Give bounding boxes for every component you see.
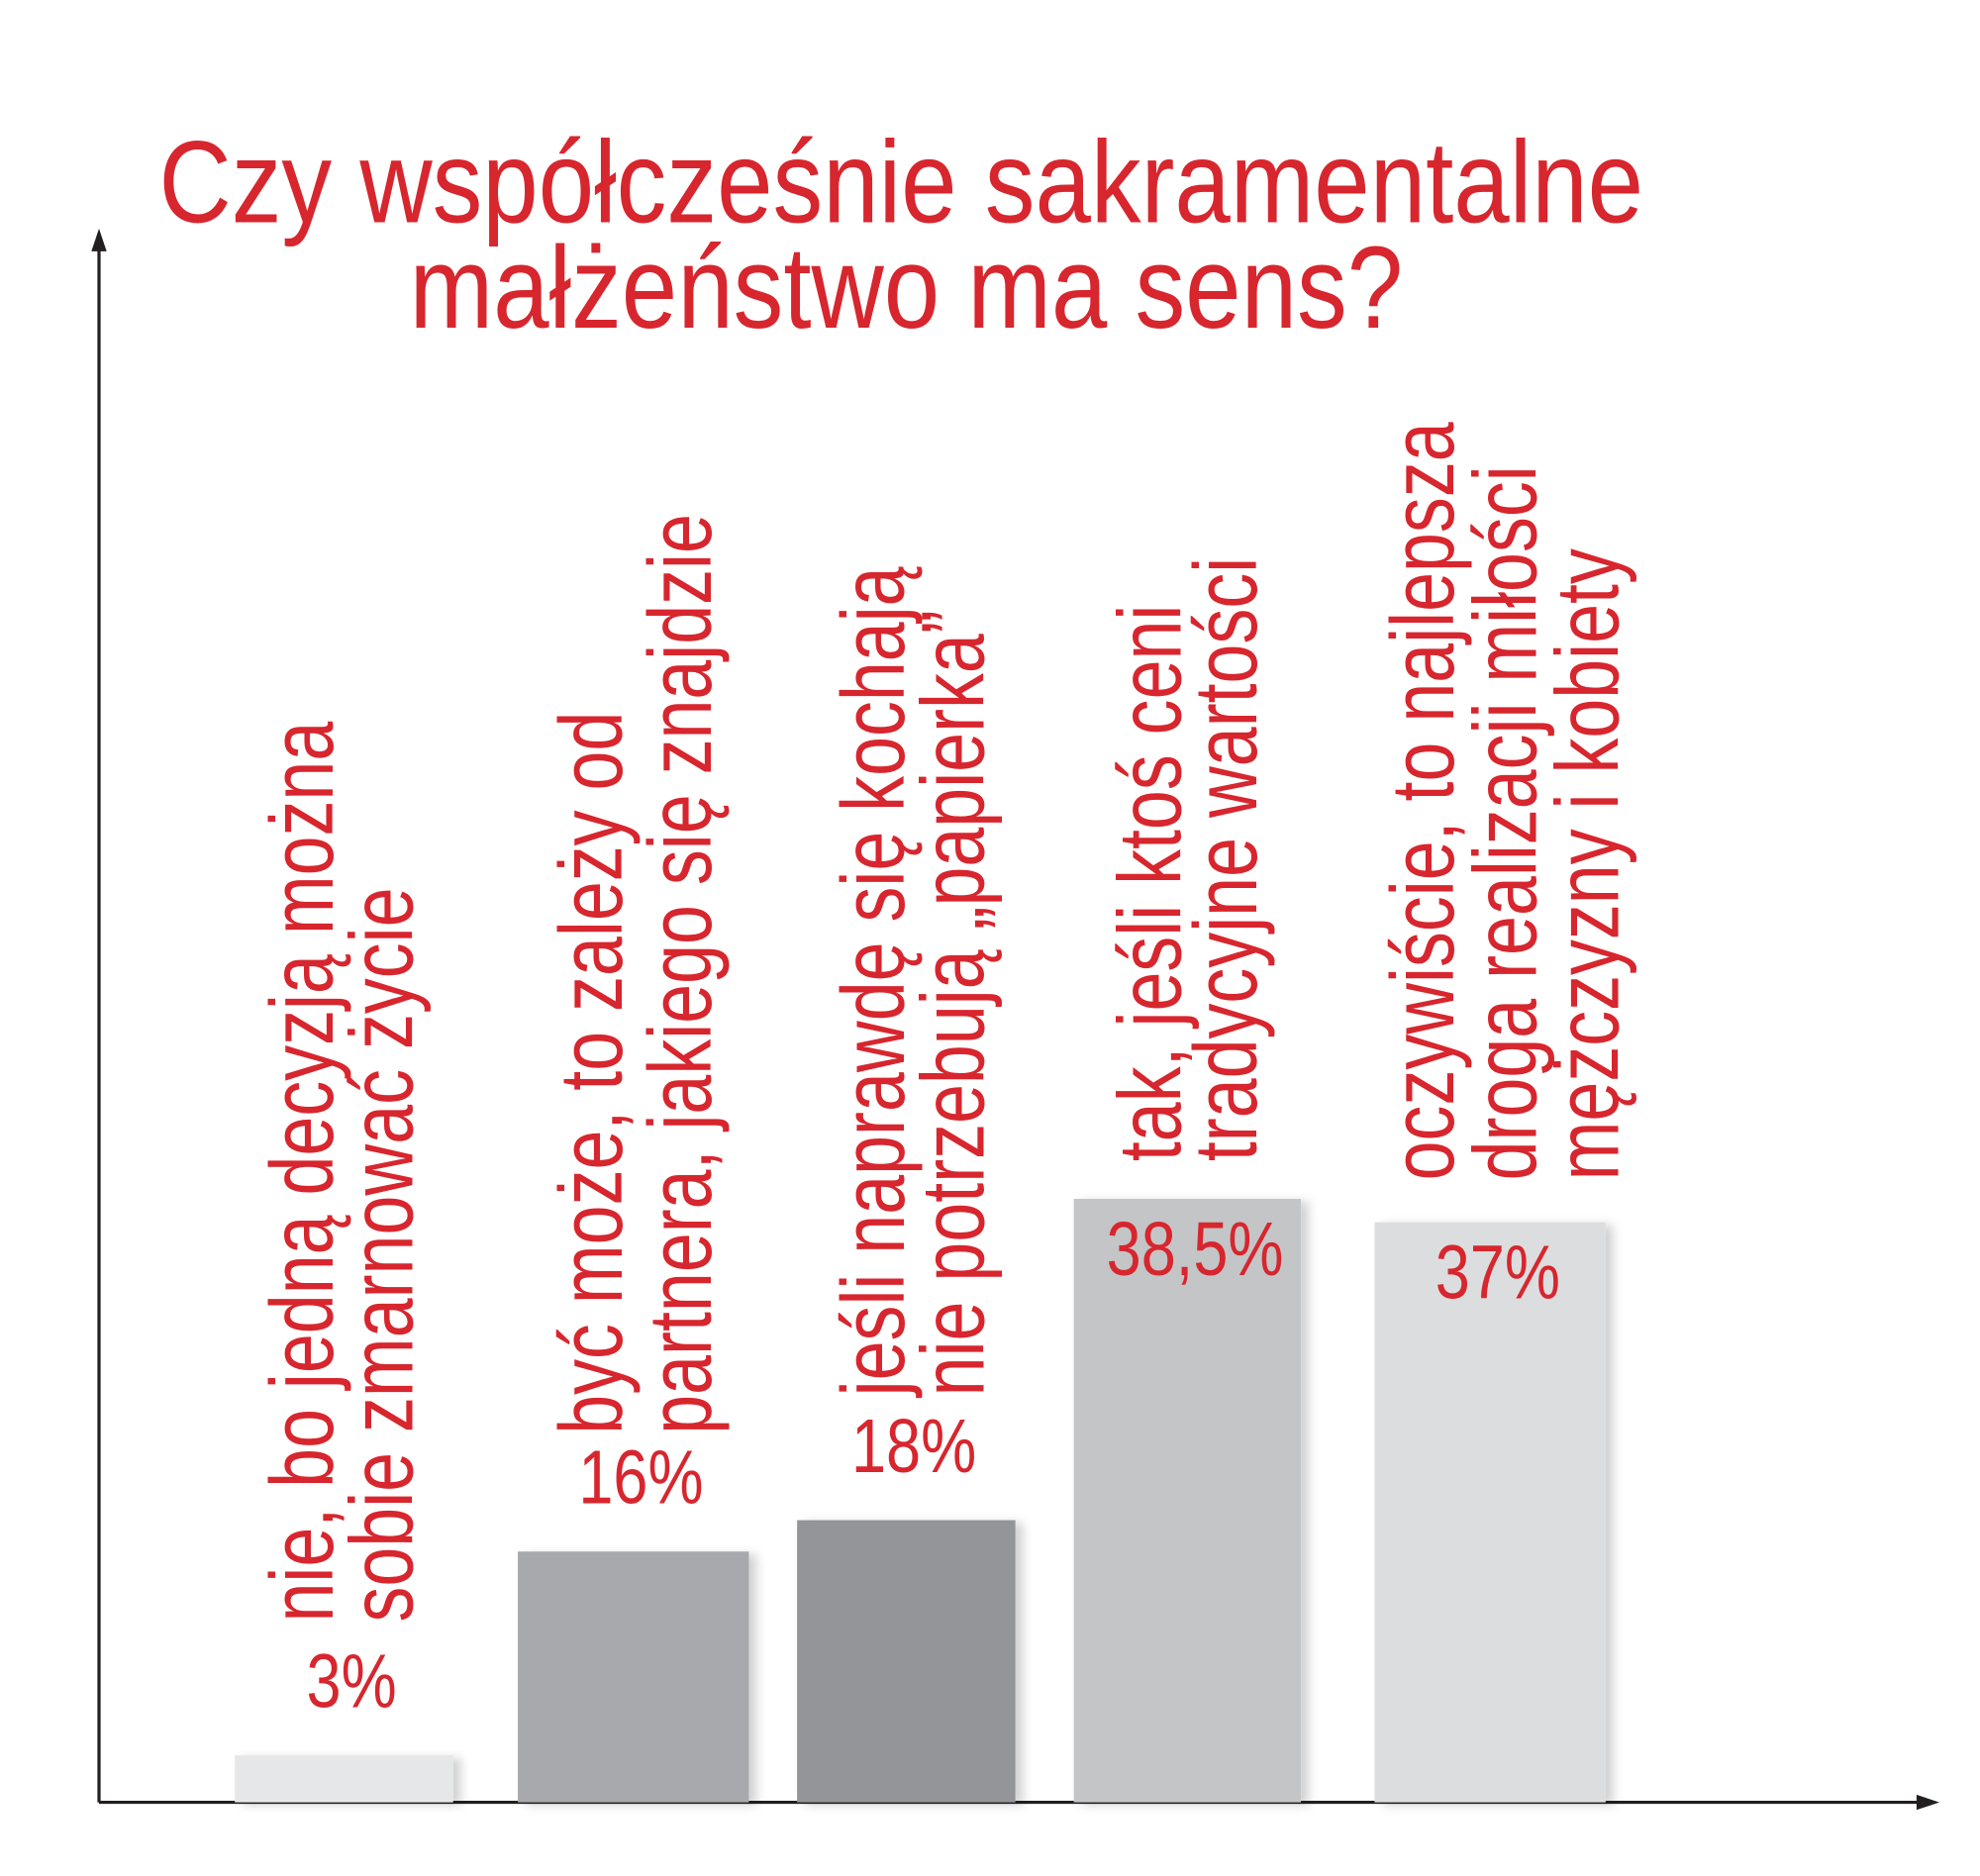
bar	[797, 1520, 1016, 1803]
value-label: 37%	[1436, 1230, 1560, 1315]
title-line: małżeństwo ma sens?	[410, 223, 1404, 353]
bar	[235, 1755, 453, 1803]
x-axis-arrow	[1916, 1794, 1939, 1811]
bar	[1073, 1198, 1302, 1803]
value-label: 3%	[307, 1637, 397, 1723]
category-label: mężczyzny i kobiety	[1538, 548, 1637, 1181]
category-label: nie, bo jedną decyzją można	[252, 721, 351, 1623]
category-label: tradycyjne wartości	[1177, 557, 1276, 1161]
value-label: 18%	[851, 1403, 976, 1488]
category-label: tak, jeśli ktoś ceni	[1101, 605, 1200, 1162]
title-line: Czy współcześnie sakramentalne	[158, 117, 1643, 247]
category-label: nie potrzebują „papierka”	[904, 610, 1003, 1396]
y-axis-arrow	[91, 228, 107, 251]
category-label: jeśli naprawdę się kochają	[824, 566, 923, 1398]
bar	[518, 1551, 749, 1803]
category-label: być może, to zależy od	[543, 712, 642, 1434]
title: Czy współcześnie sakramentalne małżeństw…	[158, 117, 1643, 352]
category-label: partnera, jakiego się znajdzie	[631, 514, 730, 1434]
category-label: oczywiście, to najlepsza	[1373, 422, 1472, 1181]
category-label: droga realizacji miłości	[1456, 465, 1555, 1180]
bar	[1374, 1222, 1606, 1803]
value-label: 16%	[578, 1434, 703, 1520]
category-label: sobie zmarnować życie	[333, 887, 432, 1622]
value-label: 38,5%	[1107, 1206, 1284, 1291]
